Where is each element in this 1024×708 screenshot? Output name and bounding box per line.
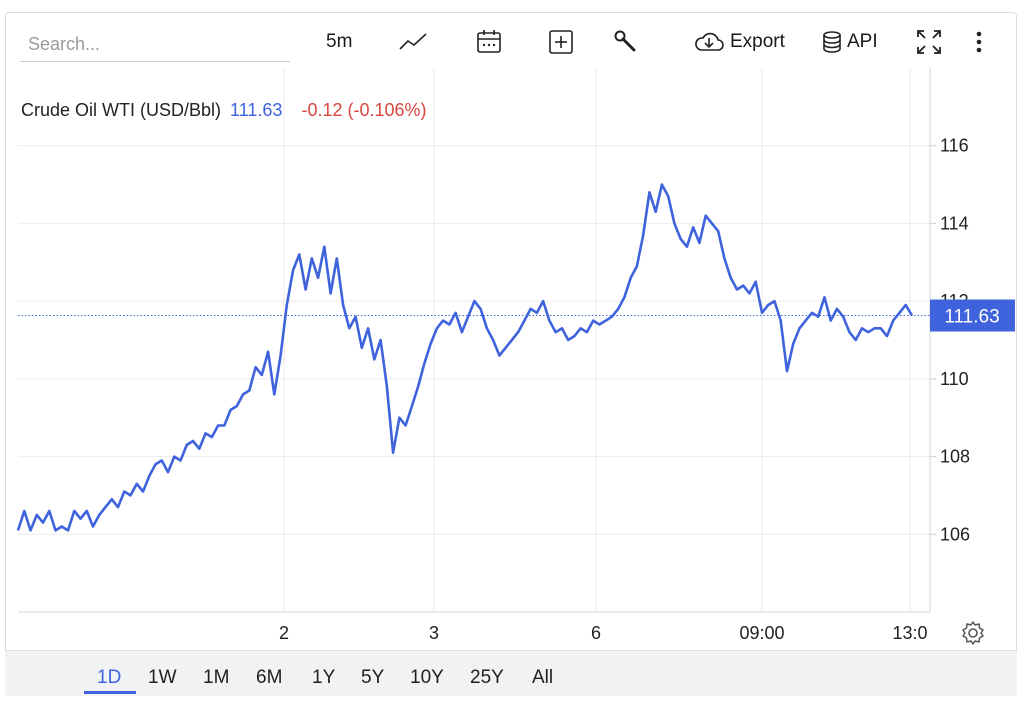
interval-label: 5m — [326, 31, 353, 52]
gear-icon — [962, 621, 984, 645]
tools-button[interactable] — [612, 26, 638, 58]
plus-box-icon — [549, 30, 573, 54]
chart-settings-button[interactable] — [960, 620, 986, 651]
search-input[interactable] — [20, 28, 290, 62]
price-tag-label: 111.63 — [944, 307, 999, 328]
chart-widget — [5, 12, 1017, 696]
cloud-download-icon — [695, 32, 724, 51]
price-series-line — [16, 183, 914, 532]
y-tick-label: 108 — [940, 447, 970, 467]
line-chart-icon — [399, 33, 427, 50]
range-tab-1w[interactable]: 1W — [148, 667, 177, 688]
range-tab-5y[interactable]: 5Y — [361, 667, 385, 688]
x-tick-label: 2 — [279, 623, 289, 643]
fullscreen-button[interactable] — [915, 26, 943, 58]
range-tabs: 1D 1W 1M 6M 1Y 5Y 10Y 25Y All — [5, 650, 1017, 696]
y-tick-label: 114 — [940, 213, 969, 233]
x-tick-label: 13:0 — [892, 623, 927, 643]
range-tab-10y[interactable]: 10Y — [410, 667, 444, 688]
y-tick-label: 116 — [940, 136, 969, 156]
range-tab-1y[interactable]: 1Y — [312, 667, 336, 688]
y-tick-label: 110 — [940, 369, 969, 389]
export-button[interactable]: Export — [693, 26, 785, 58]
x-tick-label: 3 — [429, 623, 439, 643]
wrench-icon — [614, 30, 636, 52]
x-tick-label: 6 — [591, 623, 601, 643]
legend-price: 111.63 — [230, 100, 283, 120]
more-vertical-icon — [976, 31, 982, 53]
range-tab-25y[interactable]: 25Y — [470, 667, 504, 688]
interval-selector[interactable]: 5m — [326, 26, 352, 58]
range-tab-6m[interactable]: 6M — [256, 667, 283, 688]
more-menu-button[interactable] — [972, 26, 986, 58]
fullscreen-icon — [917, 30, 941, 54]
legend-change: -0.12 (-0.106%) — [301, 100, 427, 120]
calendar-icon — [477, 30, 501, 53]
export-label: Export — [730, 31, 785, 52]
range-tab-all[interactable]: All — [532, 667, 554, 688]
price-tag — [930, 299, 1015, 332]
add-indicator-button[interactable] — [548, 26, 574, 58]
date-range-button[interactable] — [476, 26, 502, 58]
range-tab-1m[interactable]: 1M — [203, 667, 230, 688]
range-tab-1d[interactable]: 1D — [97, 667, 122, 688]
active-tab-underline — [84, 691, 136, 694]
y-tick-label: 106 — [940, 524, 970, 544]
api-label: API — [847, 31, 878, 52]
chart-legend: Crude Oil WTI (USD/Bbl) 111.63 -0.12 (-0… — [21, 100, 427, 121]
instrument-name: Crude Oil WTI (USD/Bbl) — [21, 100, 222, 120]
chart-type-button[interactable] — [398, 26, 428, 58]
x-tick-label: 09:00 — [739, 623, 784, 643]
database-icon — [823, 31, 841, 53]
api-button[interactable]: API — [822, 26, 878, 58]
